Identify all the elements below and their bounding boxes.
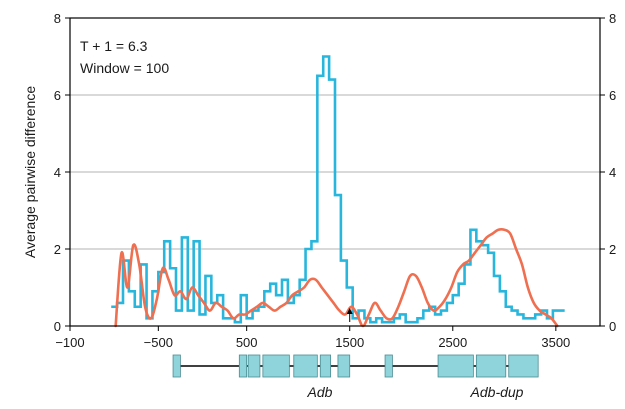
annotation-t1: T + 1 = 6.3 <box>80 38 148 54</box>
gene-exon-box-6 <box>337 354 351 378</box>
y-tick-label-left-4: 8 <box>54 11 61 26</box>
gene-label-adb: Adb <box>307 384 333 400</box>
x-axis: −100 −500 500 1500 2500 3500 <box>55 326 570 350</box>
gene-exon-box-7 <box>384 354 393 378</box>
gene-map <box>172 354 539 378</box>
x-tick-label-5: 3500 <box>541 335 570 350</box>
gene-exon-box-10 <box>508 354 539 378</box>
gene-exon-box-8 <box>437 354 474 378</box>
position-arrow <box>346 308 353 322</box>
gene-exon-box-1 <box>238 354 248 378</box>
x-tick-label-2: 500 <box>236 335 258 350</box>
y-tick-label-left-3: 6 <box>54 88 61 103</box>
y-tick-label-left-0: 0 <box>54 319 61 334</box>
series-0-line <box>111 55 565 324</box>
y-tick-label-right-1: 2 <box>609 242 616 257</box>
gene-label-adb-dup: Adb-dup <box>470 384 524 400</box>
x-tick-label-0: −100 <box>55 335 84 350</box>
x-tick-label-3: 1500 <box>335 335 364 350</box>
gene-exon-box-2 <box>247 354 261 378</box>
y-axis: 0 0 2 2 4 4 6 6 8 8 <box>54 11 616 334</box>
gene-exon-box-3 <box>262 354 290 378</box>
y-tick-label-left-2: 4 <box>54 165 61 180</box>
gene-exon-box-9 <box>475 354 507 378</box>
y-tick-label-right-2: 4 <box>609 165 616 180</box>
y-tick-label-right-3: 6 <box>609 88 616 103</box>
y-tick-label-right-0: 0 <box>609 319 616 334</box>
x-tick-label-4: 2500 <box>438 335 467 350</box>
series-layer <box>111 55 565 328</box>
y-tick-label-right-4: 8 <box>609 11 616 26</box>
y-axis-title: Average pairwise difference <box>22 86 38 258</box>
series-1-line <box>114 227 559 328</box>
gene-exon-box-4 <box>293 354 318 378</box>
gene-exon-box-5 <box>319 354 331 378</box>
y-tick-label-left-1: 2 <box>54 242 61 257</box>
annotation-window: Window = 100 <box>80 60 169 76</box>
gene-exon-box-0 <box>172 354 181 378</box>
x-tick-label-1: −500 <box>144 335 173 350</box>
arrow-head <box>346 308 353 314</box>
